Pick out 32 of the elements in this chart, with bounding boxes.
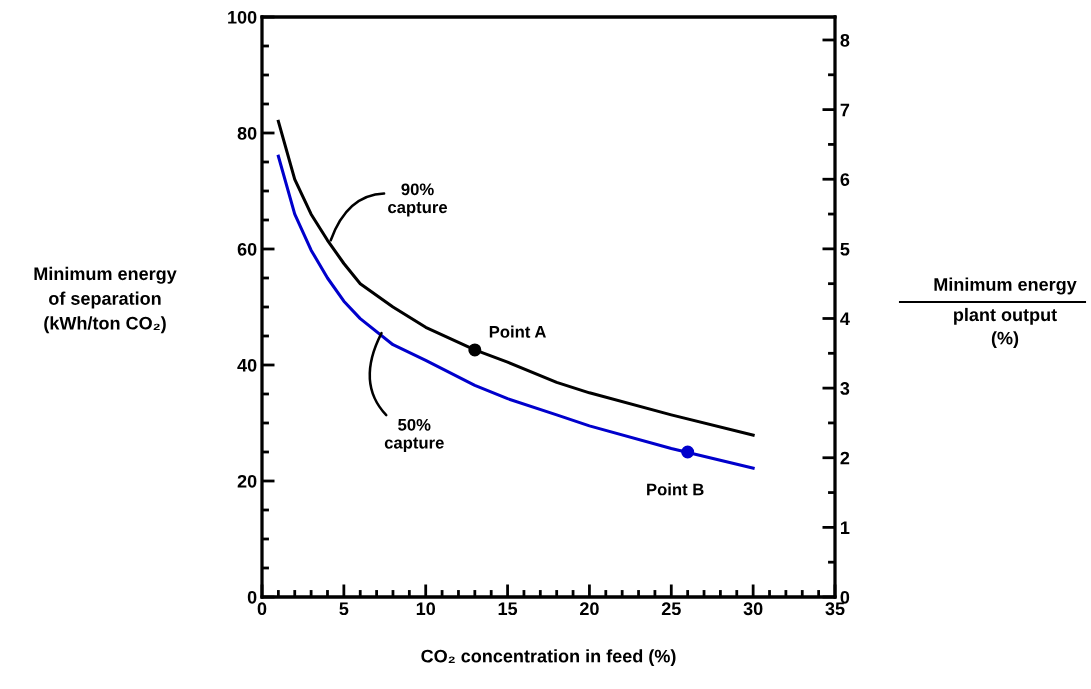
- y-tick-label: 60: [237, 242, 257, 256]
- series-label: Point B: [647, 483, 704, 496]
- y2-tick-label: 4: [840, 312, 850, 326]
- y-axis-title: Minimum energy of separation (kWh/ton CO₂): [34, 266, 177, 334]
- annotation: 50% capture: [384, 418, 444, 452]
- y2-tick-label: 1: [841, 521, 850, 534]
- x-axis-title: CO₂ concentration in feed (%): [421, 649, 676, 667]
- y-tick-label: 20: [237, 474, 257, 488]
- x-tick-label: 30: [743, 602, 763, 616]
- y2-tick-label: 8: [840, 33, 850, 47]
- y-tick-label: 80: [237, 126, 257, 140]
- x-tick-label: 35: [825, 602, 845, 616]
- y-tick-label: 40: [237, 358, 257, 372]
- x-tick-label: 10: [416, 602, 436, 616]
- y2-tick-label: 0: [840, 590, 850, 604]
- y2-tick-label: 3: [840, 382, 850, 395]
- y2-axis-title: Minimum energy plant output (%): [934, 277, 1077, 349]
- y-tick-label: 100: [228, 10, 257, 24]
- x-tick-label: 5: [339, 602, 349, 616]
- line-series: [276, 154, 755, 470]
- x-tick-label: 20: [580, 602, 599, 616]
- y2-tick-label: 6: [840, 173, 850, 186]
- y2-tick-label: 2: [840, 451, 850, 465]
- x-tick-label: 15: [498, 602, 518, 616]
- y2-tick-label: 7: [840, 103, 850, 117]
- series-label: Point A: [489, 325, 546, 338]
- line-series: [276, 119, 755, 437]
- x-tick-label: 25: [661, 602, 681, 616]
- x-tick-label: 0: [257, 602, 267, 616]
- y2-tick-label: 5: [840, 242, 850, 256]
- annotation: 90% capture: [388, 183, 448, 217]
- y-tick-label: 0: [247, 590, 257, 604]
